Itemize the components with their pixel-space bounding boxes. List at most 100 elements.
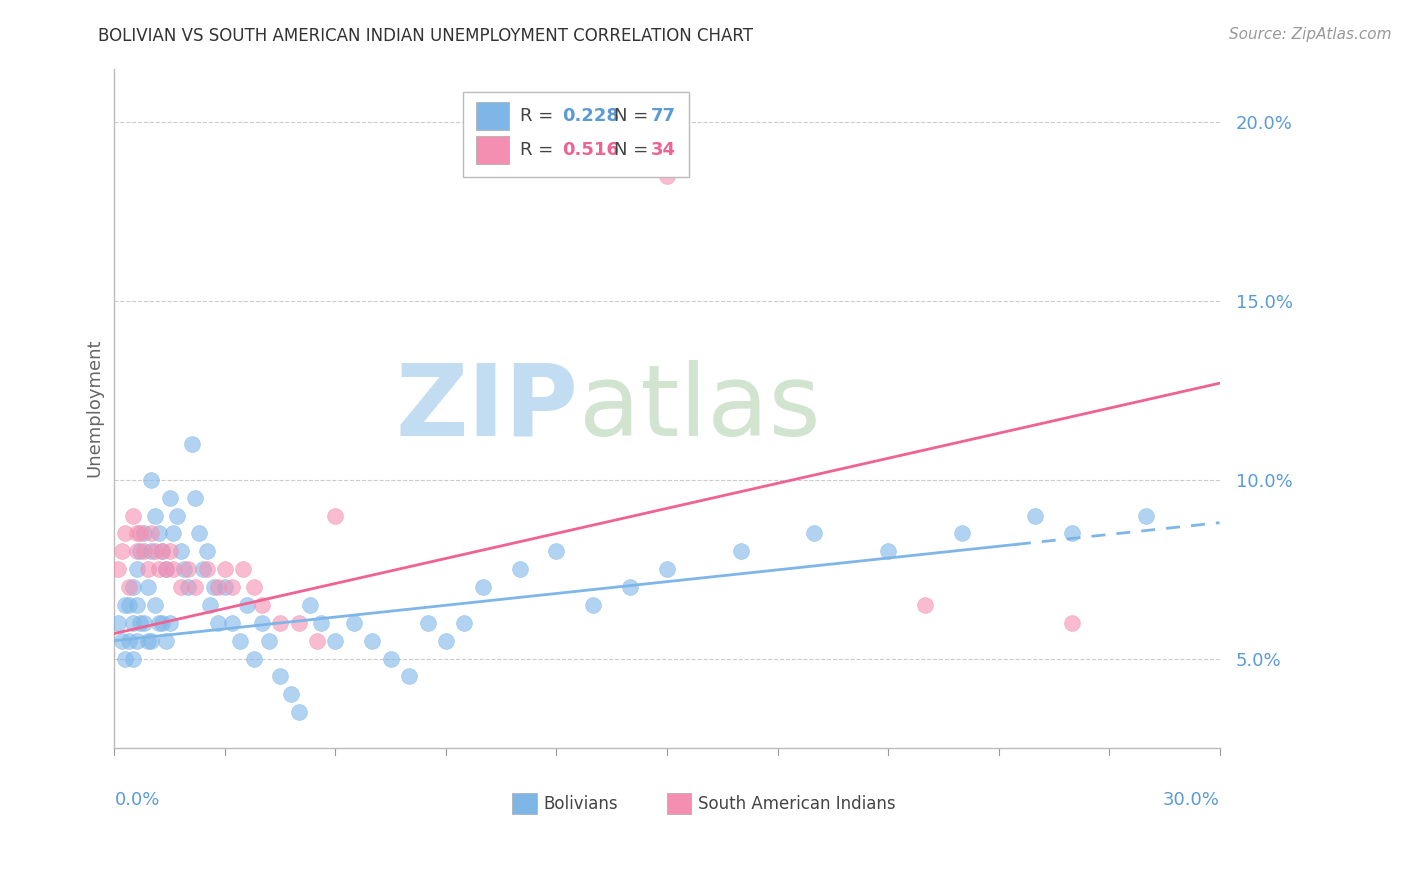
Point [434, 633, 457, 648]
Point [141, 544, 163, 558]
Point [107, 615, 129, 630]
Bar [475, 103, 509, 129]
Point [170, 544, 193, 558]
Point [143, 508, 166, 523]
Point [877, 544, 900, 558]
Point [509, 562, 531, 576]
Point [125, 526, 148, 541]
Point [132, 544, 155, 558]
Point [287, 615, 309, 630]
Point [243, 651, 266, 665]
Point [232, 562, 254, 576]
Point [121, 651, 143, 665]
Text: N =: N = [614, 107, 654, 125]
Text: R =: R = [520, 107, 560, 125]
Point [159, 615, 181, 630]
Point [325, 633, 347, 648]
Y-axis label: Unemployment: Unemployment [86, 339, 103, 477]
Point [343, 615, 366, 630]
Point [546, 544, 568, 558]
Point [148, 615, 170, 630]
Point [1135, 508, 1157, 523]
Point [207, 615, 229, 630]
Point [155, 633, 177, 648]
Point [914, 598, 936, 612]
Point [236, 598, 259, 612]
Point [141, 526, 163, 541]
Point [114, 598, 136, 612]
Point [191, 562, 214, 576]
Text: Source: ZipAtlas.com: Source: ZipAtlas.com [1229, 27, 1392, 42]
Point [655, 169, 678, 183]
Point [173, 562, 195, 576]
Bar [666, 794, 692, 814]
Point [111, 633, 134, 648]
Point [214, 580, 236, 594]
Bar [463, 92, 689, 178]
Point [195, 562, 218, 576]
Point [114, 651, 136, 665]
Point [129, 544, 152, 558]
Point [121, 508, 143, 523]
Point [155, 562, 177, 576]
Point [177, 580, 200, 594]
Point [184, 580, 207, 594]
Point [309, 615, 332, 630]
Point [141, 473, 163, 487]
Point [125, 562, 148, 576]
Point [287, 705, 309, 719]
Text: atlas: atlas [579, 359, 820, 457]
Point [243, 580, 266, 594]
Point [280, 687, 302, 701]
Text: BOLIVIAN VS SOUTH AMERICAN INDIAN UNEMPLOYMENT CORRELATION CHART: BOLIVIAN VS SOUTH AMERICAN INDIAN UNEMPL… [98, 27, 754, 45]
Point [159, 491, 181, 505]
Point [803, 526, 825, 541]
Text: 30.0%: 30.0% [1163, 791, 1219, 809]
Point [398, 669, 420, 683]
Point [166, 508, 188, 523]
Bar [512, 794, 537, 814]
Text: ZIP: ZIP [395, 359, 579, 457]
Point [582, 598, 605, 612]
Text: R =: R = [520, 141, 560, 159]
Point [114, 526, 136, 541]
Point [141, 633, 163, 648]
Point [655, 562, 678, 576]
Text: South American Indians: South American Indians [697, 795, 896, 813]
Point [162, 562, 184, 576]
Text: N =: N = [614, 141, 654, 159]
Point [155, 562, 177, 576]
Point [107, 562, 129, 576]
Point [121, 580, 143, 594]
Point [195, 544, 218, 558]
Point [143, 544, 166, 558]
Text: 0.0%: 0.0% [114, 791, 160, 809]
Point [148, 562, 170, 576]
Point [111, 544, 134, 558]
Point [143, 598, 166, 612]
Point [118, 633, 141, 648]
Point [1062, 615, 1084, 630]
Point [257, 633, 280, 648]
Point [148, 526, 170, 541]
Point [453, 615, 475, 630]
Point [950, 526, 973, 541]
Point [221, 580, 243, 594]
Point [380, 651, 402, 665]
Point [730, 544, 752, 558]
Point [162, 526, 184, 541]
Point [1024, 508, 1046, 523]
Point [118, 598, 141, 612]
Point [125, 633, 148, 648]
Point [250, 615, 273, 630]
Point [118, 580, 141, 594]
Point [250, 598, 273, 612]
Point [214, 562, 236, 576]
Point [150, 544, 173, 558]
Point [136, 633, 159, 648]
Point [471, 580, 494, 594]
Text: 0.228: 0.228 [562, 107, 619, 125]
Point [125, 544, 148, 558]
Point [129, 526, 152, 541]
Point [129, 615, 152, 630]
